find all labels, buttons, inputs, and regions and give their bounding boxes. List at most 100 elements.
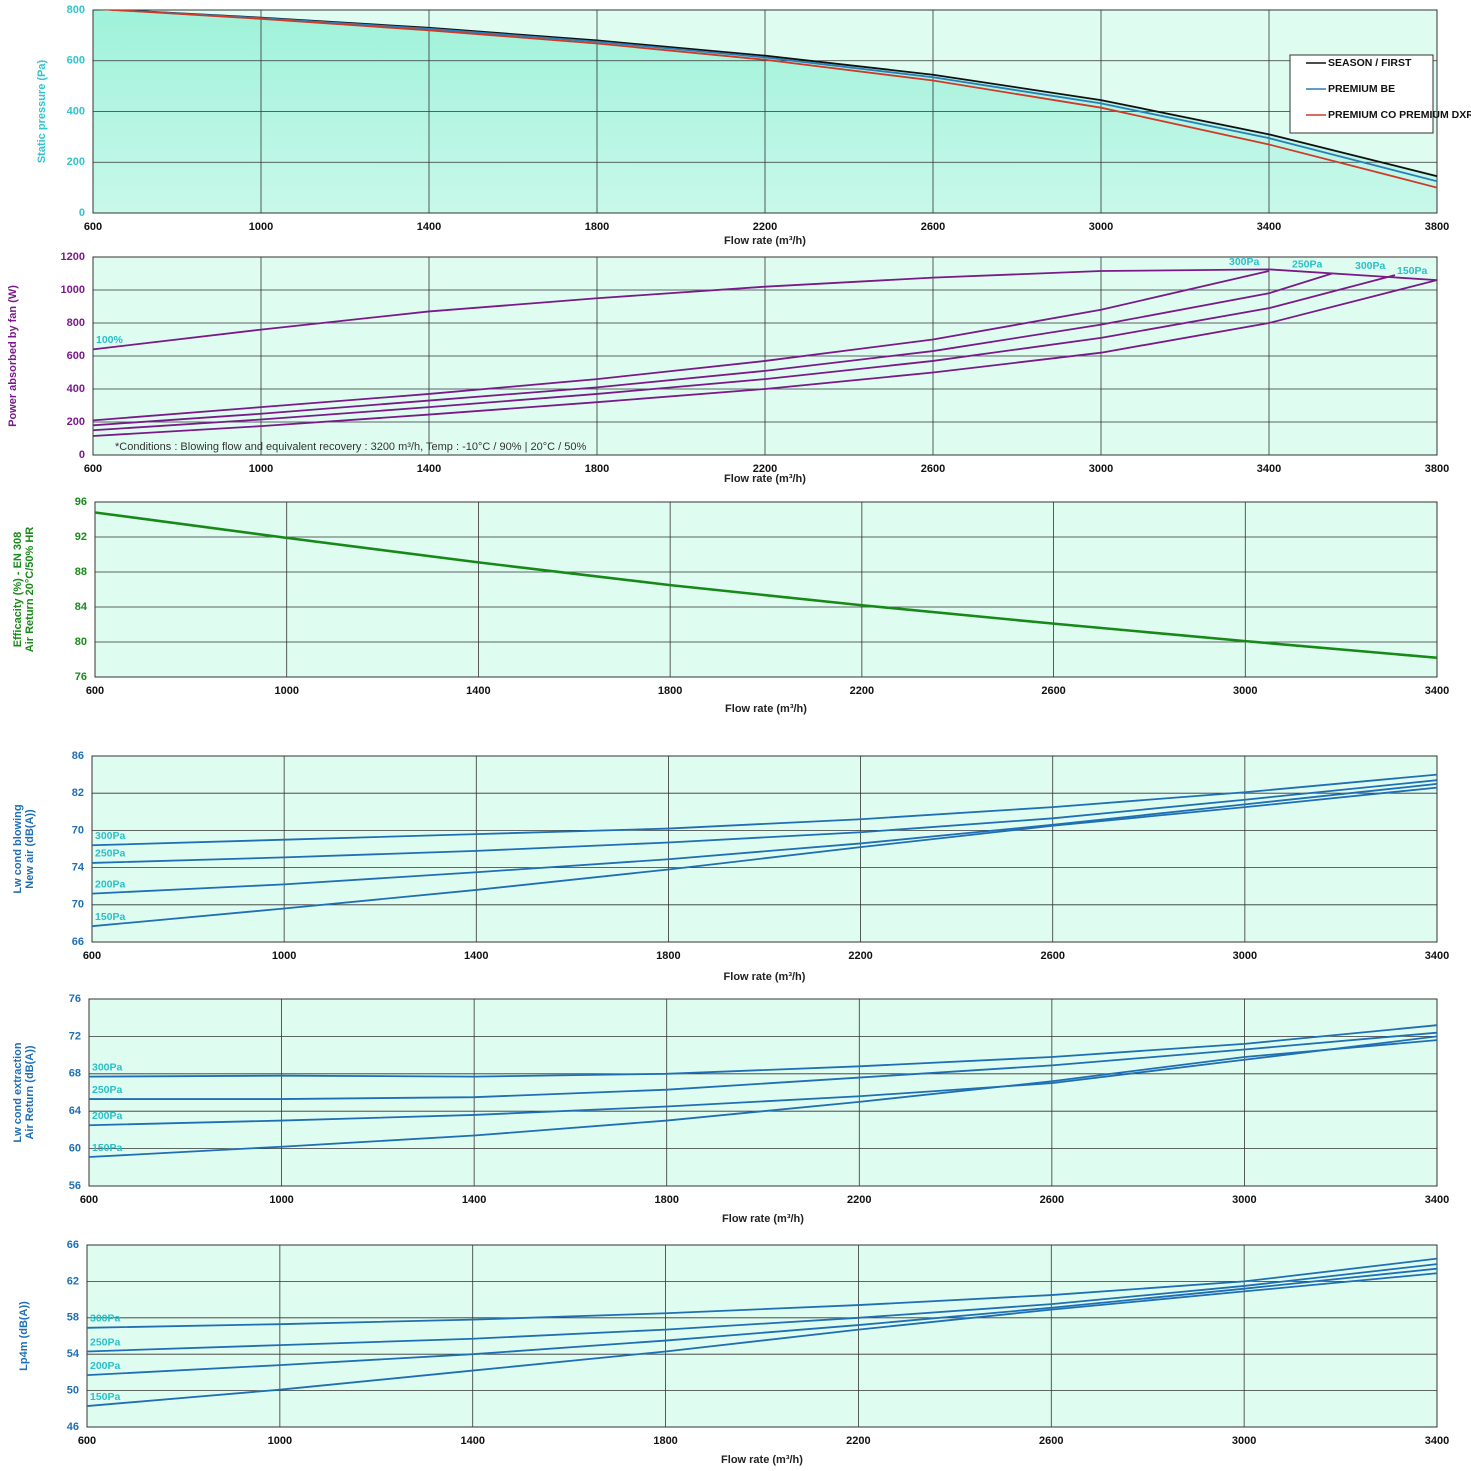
legend-label: PREMIUM BE — [1328, 83, 1395, 95]
line — [89, 1039, 1437, 1158]
series-label: 200Pa — [92, 1110, 123, 1122]
y-tick-label: 600 — [67, 55, 85, 67]
x-tick-label: 600 — [84, 463, 102, 475]
chart: 0 200 400 600 800 1000 1200 600 1000 1400 1800 2200… — [7, 251, 1449, 485]
line — [92, 783, 1437, 895]
legend-label: SEASON / FIRST — [1328, 57, 1412, 69]
y-tick-label: 200 — [67, 156, 85, 168]
y-axis-label: Air Return 20°C/50% HR — [24, 527, 36, 652]
x-tick-label: 3000 — [1233, 950, 1257, 962]
y-tick-label: 88 — [75, 566, 87, 578]
x-tick-label: 2200 — [847, 1194, 871, 1206]
series-label: 250Pa — [92, 1084, 123, 1096]
x-tick-label: 1800 — [653, 1435, 677, 1447]
x-tick-label: 1000 — [274, 685, 298, 697]
y-tick-label: 200 — [67, 416, 85, 428]
series-label: 200Pa — [90, 1360, 121, 1372]
x-tick-label: 1800 — [654, 1194, 678, 1206]
plot-frame — [94, 501, 1438, 678]
x-tick-label: 1800 — [658, 685, 682, 697]
x-tick-label: 600 — [78, 1435, 96, 1447]
y-axis-label: Static pressure (Pa) — [36, 60, 48, 164]
x-tick-label: 1000 — [249, 221, 273, 233]
y-tick-label: 58 — [67, 1312, 79, 1324]
plot-frame — [92, 256, 1438, 456]
y-tick-label: 400 — [67, 105, 85, 117]
x-tick-label: 3400 — [1425, 1194, 1449, 1206]
y-tick-label: 400 — [67, 383, 85, 395]
x-tick-label: 3000 — [1232, 1194, 1256, 1206]
y-axis-label: Efficacity (%) - EN 308 — [12, 532, 24, 648]
line — [93, 279, 1437, 437]
y-tick-label: 1000 — [61, 284, 85, 296]
line — [93, 272, 1333, 427]
line — [93, 274, 1396, 432]
y-tick-label: 50 — [67, 1385, 79, 1397]
x-tick-label: 3000 — [1089, 463, 1113, 475]
chart: 66 70 74 70 82 86 600 1000 1400 1800 2200 2600 3000 3… — [12, 750, 1449, 983]
series-label: 300Pa — [1229, 256, 1260, 268]
plot-frame — [88, 998, 1438, 1187]
chart: 46 50 54 58 62 66 600 1000 1400 1800 2200 2600 3000 3… — [18, 1239, 1449, 1466]
x-tick-label: 3400 — [1257, 221, 1281, 233]
series-label: 250Pa — [90, 1336, 121, 1348]
y-tick-label: 82 — [72, 787, 84, 799]
y-tick-label: 600 — [67, 350, 85, 362]
x-tick-label: 600 — [83, 950, 101, 962]
y-axis-label: Lp4m (dB(A)) — [18, 1301, 30, 1371]
y-axis-label: Air Return (dB(A)) — [24, 1045, 36, 1139]
y-tick-label: 76 — [75, 671, 87, 683]
line — [99, 10, 1437, 189]
x-tick-label: 600 — [86, 685, 104, 697]
y-tick-label: 66 — [67, 1239, 79, 1251]
x-tick-label: 1000 — [272, 950, 296, 962]
y-axis-label: Power absorbed by fan (W) — [7, 285, 19, 427]
series-label: 250Pa — [1292, 258, 1323, 270]
x-tick-label: 2200 — [846, 1435, 870, 1447]
x-tick-label: 3000 — [1233, 685, 1257, 697]
x-tick-label: 2200 — [753, 221, 777, 233]
line — [93, 270, 1270, 422]
x-tick-label: 1000 — [249, 463, 273, 475]
line — [89, 1035, 1437, 1127]
plot-background — [87, 1245, 1437, 1427]
series-label: 150Pa — [1397, 265, 1428, 277]
line — [87, 1267, 1437, 1377]
x-tick-label: 1400 — [464, 950, 488, 962]
y-tick-label: 86 — [72, 750, 84, 762]
x-axis-label: Flow rate (m³/h) — [724, 473, 806, 485]
line — [95, 511, 1437, 660]
x-tick-label: 3400 — [1425, 685, 1449, 697]
x-tick-label: 1000 — [269, 1194, 293, 1206]
y-tick-label: 56 — [69, 1180, 81, 1192]
series-label: 150Pa — [95, 911, 126, 923]
x-tick-label: 1000 — [268, 1435, 292, 1447]
x-tick-label: 1800 — [656, 950, 680, 962]
x-tick-label: 2600 — [1041, 685, 1065, 697]
chart: 76 80 84 88 92 96 600 1000 1400 1800 2200 2600 3000 3… — [12, 496, 1449, 715]
x-tick-label: 1400 — [466, 685, 490, 697]
x-tick-label: 1800 — [585, 221, 609, 233]
x-tick-label: 3400 — [1425, 950, 1449, 962]
x-axis-label: Flow rate (m³/h) — [721, 1454, 803, 1466]
y-tick-label: 60 — [69, 1143, 81, 1155]
y-tick-label: 72 — [69, 1030, 81, 1042]
plot-frame — [92, 9, 1438, 214]
chart: 56 60 64 68 72 76 600 1000 1400 1800 2200 2600 3000 3… — [12, 993, 1449, 1225]
y-tick-label: 800 — [67, 4, 85, 16]
series-label: 250Pa — [95, 848, 126, 860]
y-axis-label: Lw cond extraction — [12, 1042, 24, 1143]
x-tick-label: 1800 — [585, 463, 609, 475]
y-tick-label: 0 — [79, 449, 85, 461]
series-label: 150Pa — [92, 1142, 123, 1154]
line — [99, 10, 1437, 183]
series-label: 100% — [96, 334, 124, 346]
y-tick-label: 66 — [72, 936, 84, 948]
y-tick-label: 70 — [72, 824, 84, 836]
y-axis-label: Lw cond blowing — [12, 804, 24, 893]
line — [87, 1263, 1437, 1353]
legend-label: PREMIUM CO PREMIUM DXR — [1328, 109, 1471, 121]
x-axis-label: Flow rate (m³/h) — [724, 235, 806, 247]
x-axis-label: Flow rate (m³/h) — [722, 1213, 804, 1225]
x-tick-label: 1400 — [460, 1435, 484, 1447]
